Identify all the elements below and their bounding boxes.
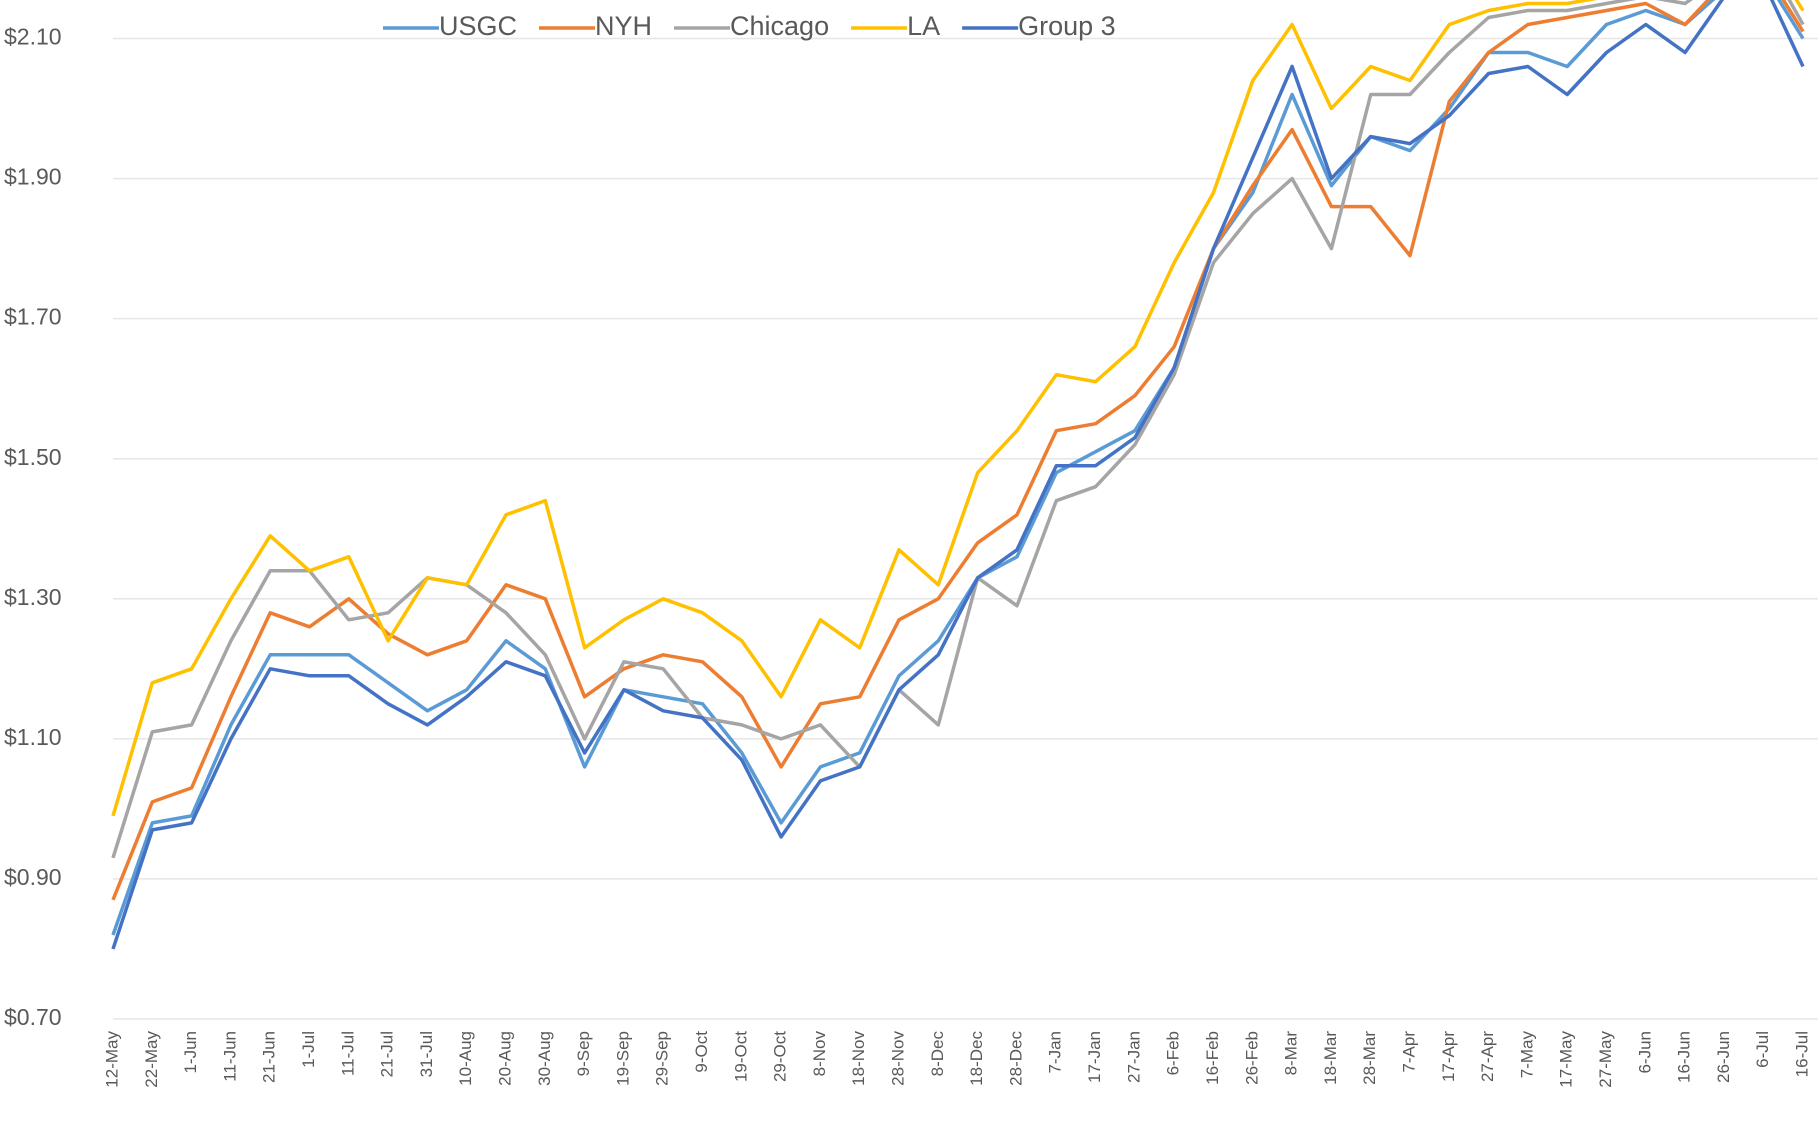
x-tick-label: 8-Mar [1282, 1031, 1301, 1076]
legend-label: USGC [439, 11, 517, 41]
x-tick-label: 8-Dec [928, 1031, 947, 1077]
legend-label: Group 3 [1018, 11, 1116, 41]
x-tick-label: 16-Feb [1203, 1031, 1222, 1085]
legend-label: NYH [595, 11, 652, 41]
x-tick-label: 7-May [1517, 1031, 1536, 1079]
x-tick-label: 6-Jul [1753, 1031, 1772, 1068]
x-tick-label: 31-Jul [417, 1031, 436, 1077]
x-tick-label: 9-Sep [574, 1031, 593, 1076]
y-tick-label: $1.30 [4, 584, 62, 610]
x-tick-label: 1-Jun [181, 1031, 200, 1074]
series-line [111, 0, 1805, 859]
x-tick-label: 27-May [1596, 1031, 1615, 1088]
x-tick-label: 10-Aug [456, 1031, 475, 1086]
x-tick-label: 11-Jul [338, 1031, 357, 1076]
x-tick-label: 6-Feb [1164, 1031, 1183, 1075]
y-tick-label: $1.90 [4, 164, 62, 190]
x-tick-label: 7-Jan [1046, 1031, 1065, 1074]
x-tick-label: 12-May [102, 1031, 121, 1088]
x-tick-label: 19-Oct [731, 1031, 750, 1082]
x-tick-label: 29-Oct [771, 1031, 790, 1082]
series-line [111, 0, 1805, 950]
x-tick-label: 27-Jan [1124, 1031, 1143, 1083]
x-tick-label: 21-Jun [260, 1031, 279, 1083]
y-tick-label: $0.70 [4, 1004, 62, 1030]
legend-label: Chicago [730, 11, 829, 41]
x-tick-label: 7-Apr [1399, 1031, 1418, 1073]
y-tick-label: $0.90 [4, 864, 62, 890]
x-tick-label: 27-Apr [1478, 1031, 1497, 1082]
x-tick-label: 22-May [142, 1031, 161, 1088]
y-tick-label: $1.50 [4, 444, 62, 470]
x-tick-label: 17-Jan [1085, 1031, 1104, 1083]
x-tick-label: 16-Jun [1675, 1031, 1694, 1083]
x-tick-label: 28-Dec [1006, 1031, 1025, 1086]
x-tick-label: 28-Nov [889, 1031, 908, 1086]
x-tick-label: 20-Aug [496, 1031, 515, 1086]
x-tick-label: 18-Nov [849, 1031, 868, 1086]
x-tick-label: 18-Mar [1321, 1031, 1340, 1085]
x-tick-label: 9-Oct [692, 1031, 711, 1073]
x-tick-label: 16-Jul [1792, 1031, 1811, 1077]
y-tick-label: $2.10 [4, 24, 62, 50]
x-tick-label: 30-Aug [535, 1031, 554, 1086]
x-tick-label: 26-Feb [1242, 1031, 1261, 1085]
x-tick-label: 1-Jul [299, 1031, 318, 1068]
x-tick-label: 29-Sep [653, 1031, 672, 1086]
series-line [111, 0, 1805, 901]
x-tick-label: 28-Mar [1360, 1031, 1379, 1085]
x-tick-label: 26-Jun [1714, 1031, 1733, 1083]
y-tick-label: $1.70 [4, 304, 62, 330]
series-line [111, 0, 1805, 936]
x-tick-label: 17-May [1557, 1031, 1576, 1088]
x-tick-label: 8-Nov [810, 1031, 829, 1077]
y-tick-label: $1.10 [4, 724, 62, 750]
x-tick-label: 17-Apr [1439, 1031, 1458, 1082]
x-tick-label: 18-Dec [967, 1031, 986, 1086]
series-line [111, 0, 1805, 817]
x-tick-label: 6-Jun [1635, 1031, 1654, 1074]
x-tick-label: 19-Sep [613, 1031, 632, 1086]
x-tick-label: 11-Jun [220, 1031, 239, 1082]
legend-label: LA [907, 11, 940, 41]
x-tick-label: 21-Jul [378, 1031, 397, 1077]
